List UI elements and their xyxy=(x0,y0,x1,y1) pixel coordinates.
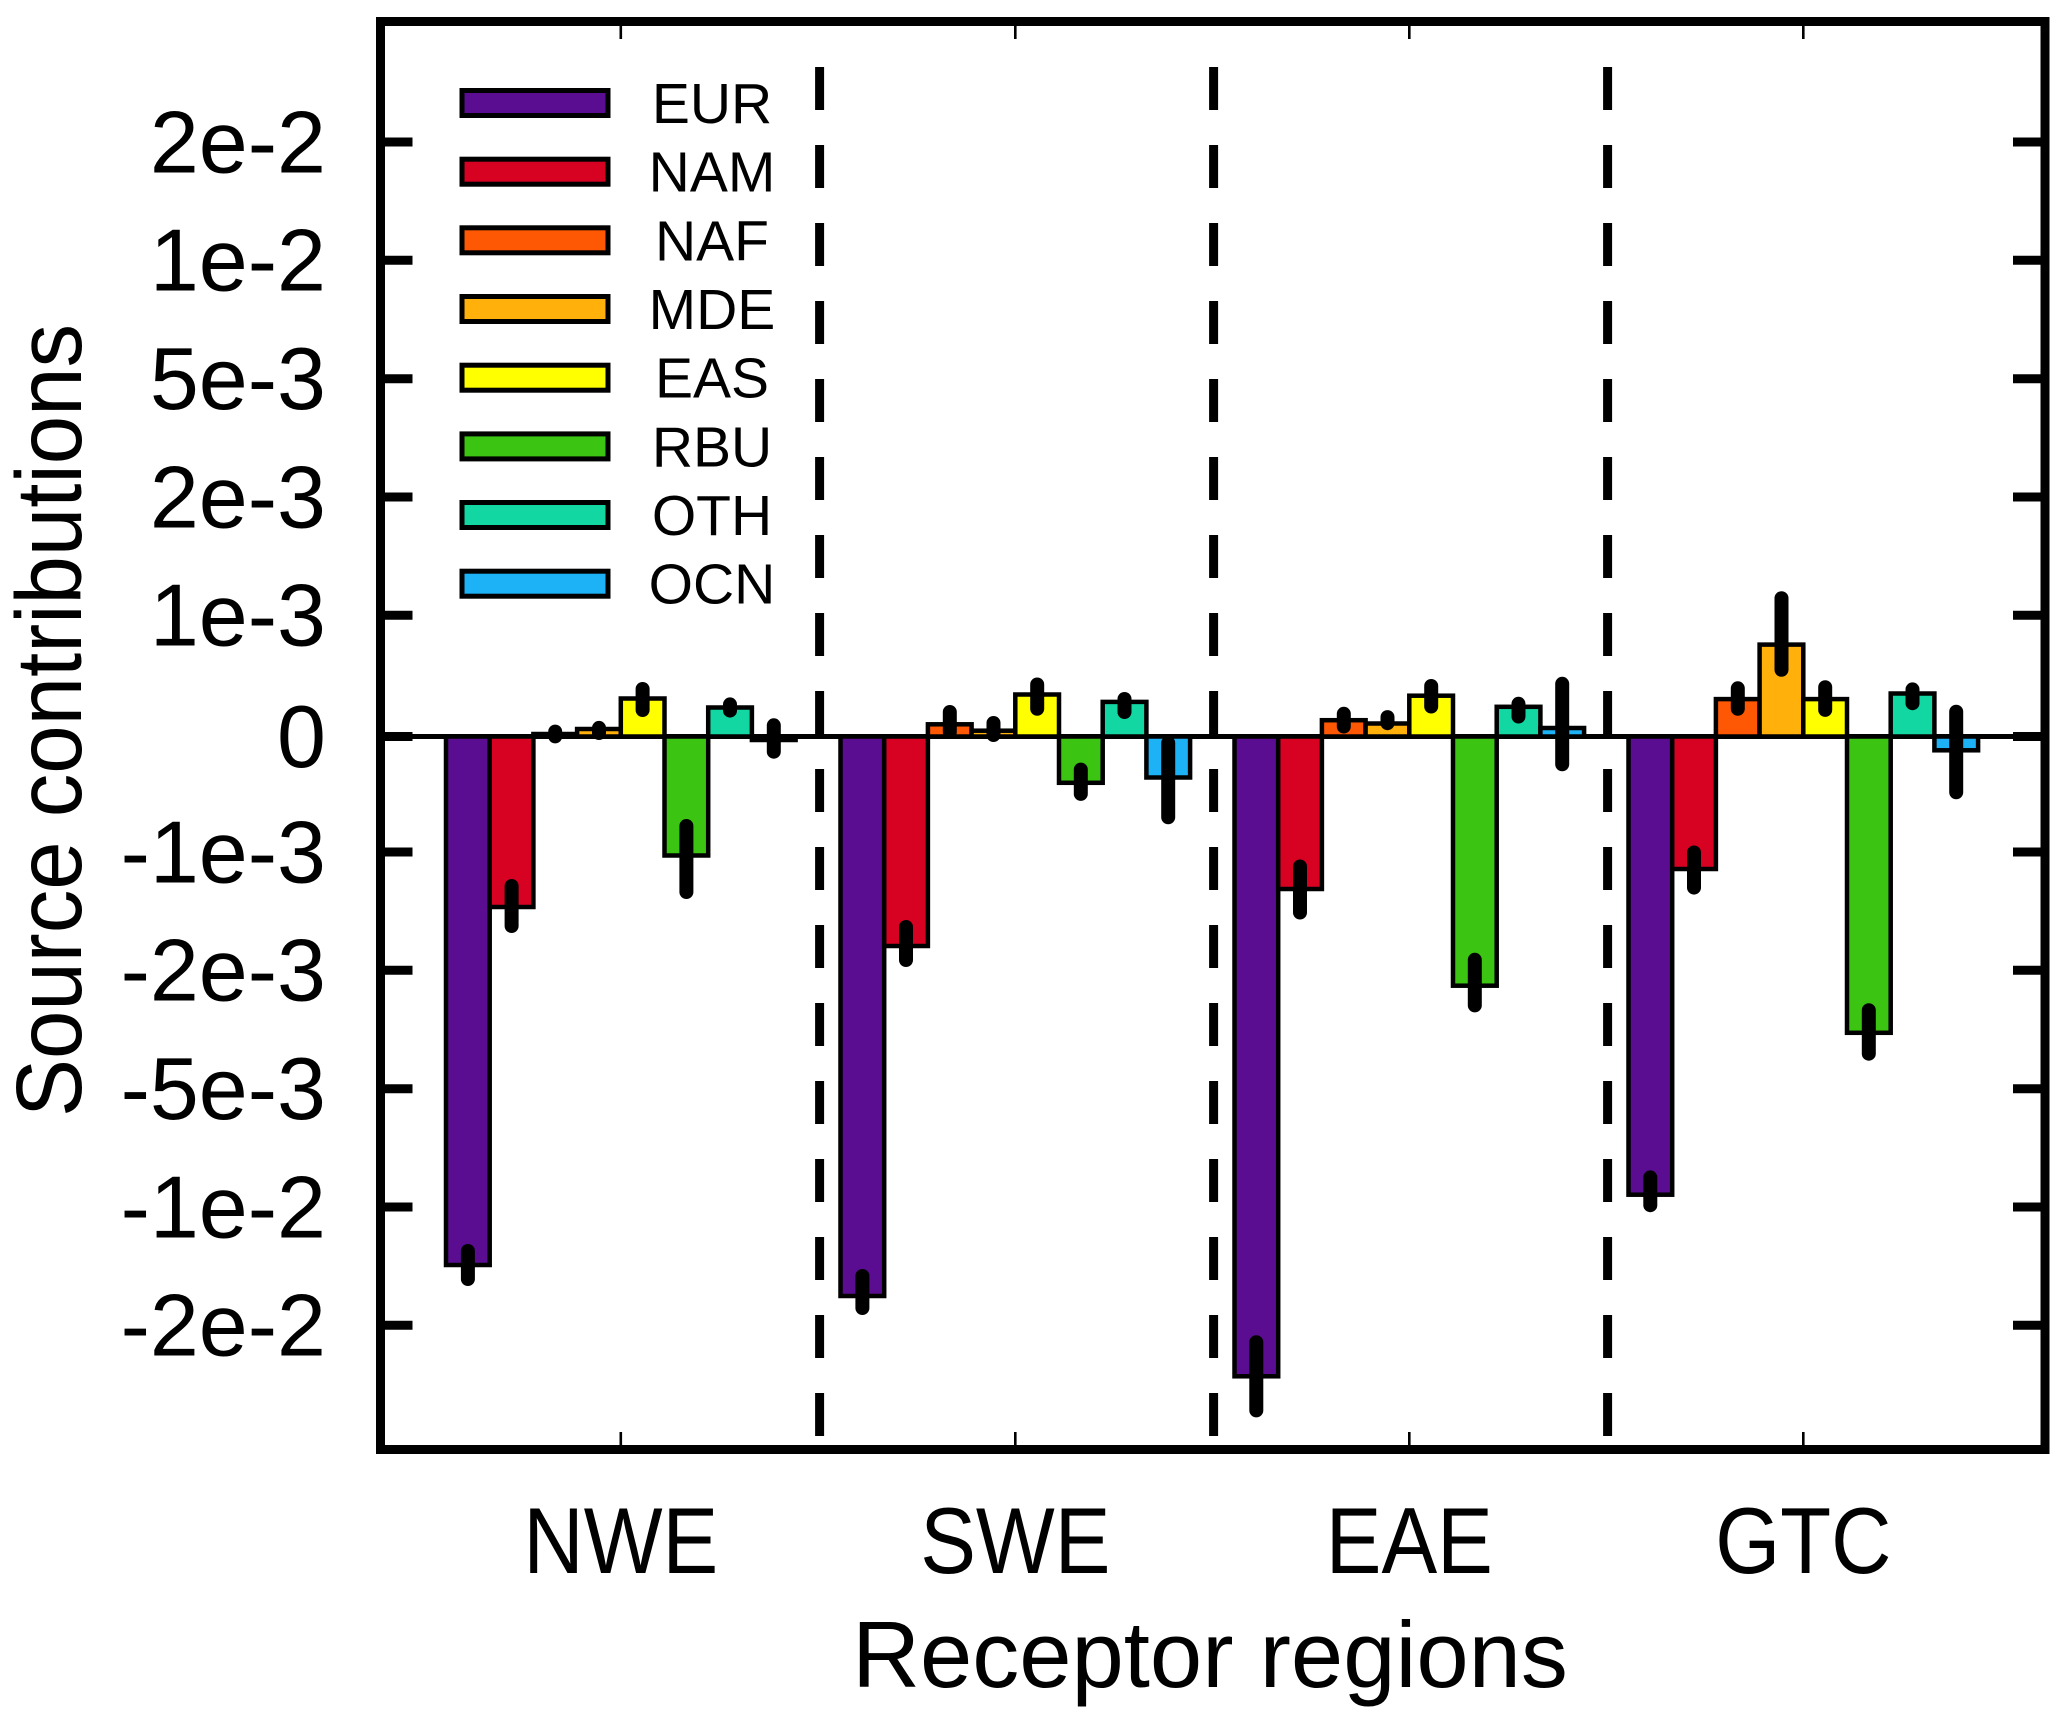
svg-text:-2e-2: -2e-2 xyxy=(121,1276,326,1375)
svg-text:-1e-2: -1e-2 xyxy=(121,1157,326,1256)
svg-text:2e-3: 2e-3 xyxy=(150,447,326,546)
svg-text:NWE: NWE xyxy=(523,1489,718,1593)
svg-text:OTH: OTH xyxy=(652,484,772,548)
svg-text:Receptor regions: Receptor regions xyxy=(852,1602,1568,1707)
svg-text:OCN: OCN xyxy=(649,553,776,617)
svg-text:5e-3: 5e-3 xyxy=(150,329,326,428)
svg-text:-5e-3: -5e-3 xyxy=(121,1039,326,1138)
svg-text:EAE: EAE xyxy=(1326,1489,1493,1593)
svg-text:-2e-3: -2e-3 xyxy=(121,921,326,1020)
svg-text:EUR: EUR xyxy=(652,72,772,136)
svg-text:-1e-3: -1e-3 xyxy=(121,802,326,901)
svg-text:0: 0 xyxy=(277,687,326,786)
svg-text:GTC: GTC xyxy=(1715,1489,1891,1593)
svg-text:1e-3: 1e-3 xyxy=(150,566,326,665)
svg-text:NAM: NAM xyxy=(649,141,776,205)
svg-text:1e-2: 1e-2 xyxy=(150,211,326,310)
svg-text:SWE: SWE xyxy=(920,1489,1110,1593)
svg-text:RBU: RBU xyxy=(652,415,772,479)
svg-text:2e-2: 2e-2 xyxy=(150,92,326,191)
svg-text:MDE: MDE xyxy=(649,278,776,342)
svg-text:Source contributions: Source contributions xyxy=(0,324,102,1117)
svg-text:NAF: NAF xyxy=(655,209,769,273)
svg-text:EAS: EAS xyxy=(655,347,769,411)
